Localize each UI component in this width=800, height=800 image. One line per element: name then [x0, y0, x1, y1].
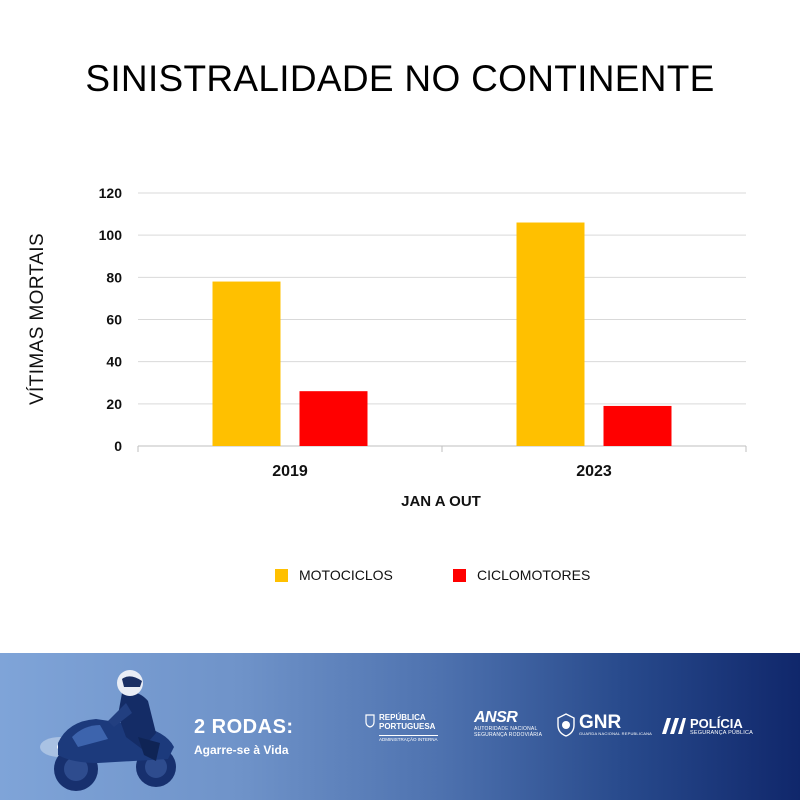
- legend-item-motociclos: MOTOCICLOS: [275, 567, 393, 583]
- republica-portuguesa-logo: REPÚBLICA PORTUGUESA ADMINISTRAÇÃO INTER…: [365, 713, 438, 742]
- ansr-subtitle-2: SEGURANÇA RODOVIÁRIA: [474, 732, 543, 738]
- y-tick-label: 0: [114, 438, 122, 454]
- rp-line-1: REPÚBLICA: [379, 713, 426, 722]
- legend-swatch-motociclos: [275, 568, 288, 582]
- y-tick-label: 40: [106, 354, 122, 370]
- crest-icon: [365, 714, 375, 728]
- gnr-wordmark: GNR: [579, 712, 622, 734]
- bar-ciclomotores-2019: [299, 391, 368, 446]
- rp-line-2: PORTUGUESA: [379, 722, 436, 731]
- legend-label-ciclomotores: CICLOMOTORES: [477, 567, 591, 583]
- psp-stripes-icon: [662, 718, 686, 734]
- y-tick-labels: 0 20 40 60 80 100 120: [99, 185, 123, 454]
- y-axis-label: VÍTIMAS MORTAIS: [27, 233, 48, 405]
- y-tick-label: 100: [99, 227, 123, 243]
- bar-motociclos-2023: [516, 222, 585, 446]
- chart-title: SINISTRALIDADE NO CONTINENTE: [85, 58, 715, 99]
- legend-swatch-ciclomotores: [453, 568, 466, 582]
- x-tick-labels: 2019 2023: [272, 463, 612, 480]
- x-tick-label: 2019: [272, 463, 308, 480]
- legend-item-ciclomotores: CICLOMOTORES: [453, 567, 590, 583]
- bar-chart: 0 20 40 60 80 100 120 2019 2023 JAN A OUT VÍTIM…: [27, 185, 747, 510]
- ansr-wordmark: ANSR: [474, 709, 518, 726]
- bar-ciclomotores-2023: [603, 405, 672, 446]
- y-tick-label: 60: [106, 312, 122, 328]
- ansr-subtitle-1: AUTORIDADE NACIONAL: [474, 726, 538, 732]
- gnr-subtitle: GUARDA NACIONAL REPUBLICANA: [579, 731, 653, 737]
- rp-line-3: ADMINISTRAÇÃO INTERNA: [379, 735, 438, 742]
- x-axis-label: JAN A OUT: [401, 493, 481, 510]
- campaign-title: 2 RODAS:: [194, 716, 294, 738]
- psp-logo: POLÍCIA SEGURANÇA PÚBLICA: [658, 717, 753, 737]
- bar-motociclos-2019: [212, 281, 281, 446]
- y-tick-label: 80: [106, 269, 122, 285]
- x-tick-label: 2023: [576, 463, 612, 480]
- legend: MOTOCICLOS CICLOMOTORES: [0, 567, 800, 591]
- campaign-subtitle: Agarre-se à Vida: [194, 743, 289, 757]
- bars: [212, 222, 672, 446]
- motorcycle-rider-illustration: [40, 670, 176, 791]
- ansr-logo: ANSR AUTORIDADE NACIONAL SEGURANÇA RODOV…: [474, 709, 543, 739]
- y-tick-label: 20: [106, 396, 122, 412]
- psp-subtitle: SEGURANÇA PÚBLICA: [690, 730, 754, 736]
- legend-label-motociclos: MOTOCICLOS: [299, 567, 393, 583]
- psp-wordmark: POLÍCIA: [690, 716, 743, 731]
- y-tick-label: 120: [99, 185, 123, 201]
- gnr-logo: GNR GUARDA NACIONAL REPUBLICANA: [556, 713, 652, 737]
- gnr-shield-icon: [557, 713, 575, 737]
